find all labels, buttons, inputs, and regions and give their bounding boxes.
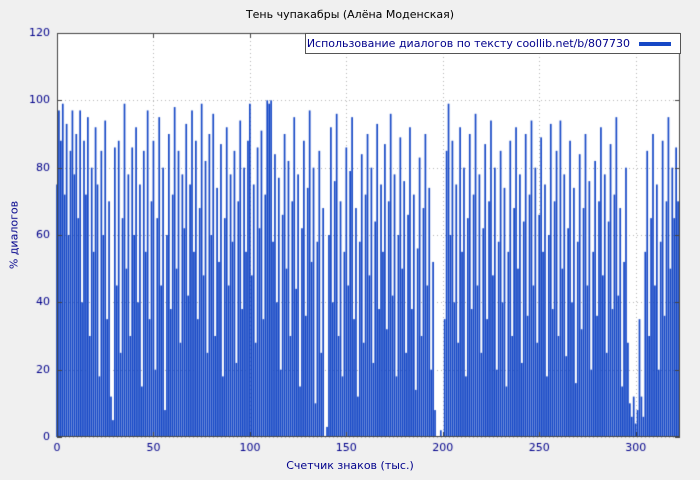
y-axis-label: % диалогов: [7, 200, 21, 270]
chart-title: Тень чупакабры (Алёна Моденская): [245, 8, 455, 21]
legend-line-swatch: [639, 41, 671, 46]
legend-label: Использование диалогов по тексту coollib…: [306, 37, 630, 50]
legend: Использование диалогов по тексту coollib…: [305, 33, 681, 54]
x-axis-label: Счетчик знаков (тыс.): [286, 459, 414, 472]
